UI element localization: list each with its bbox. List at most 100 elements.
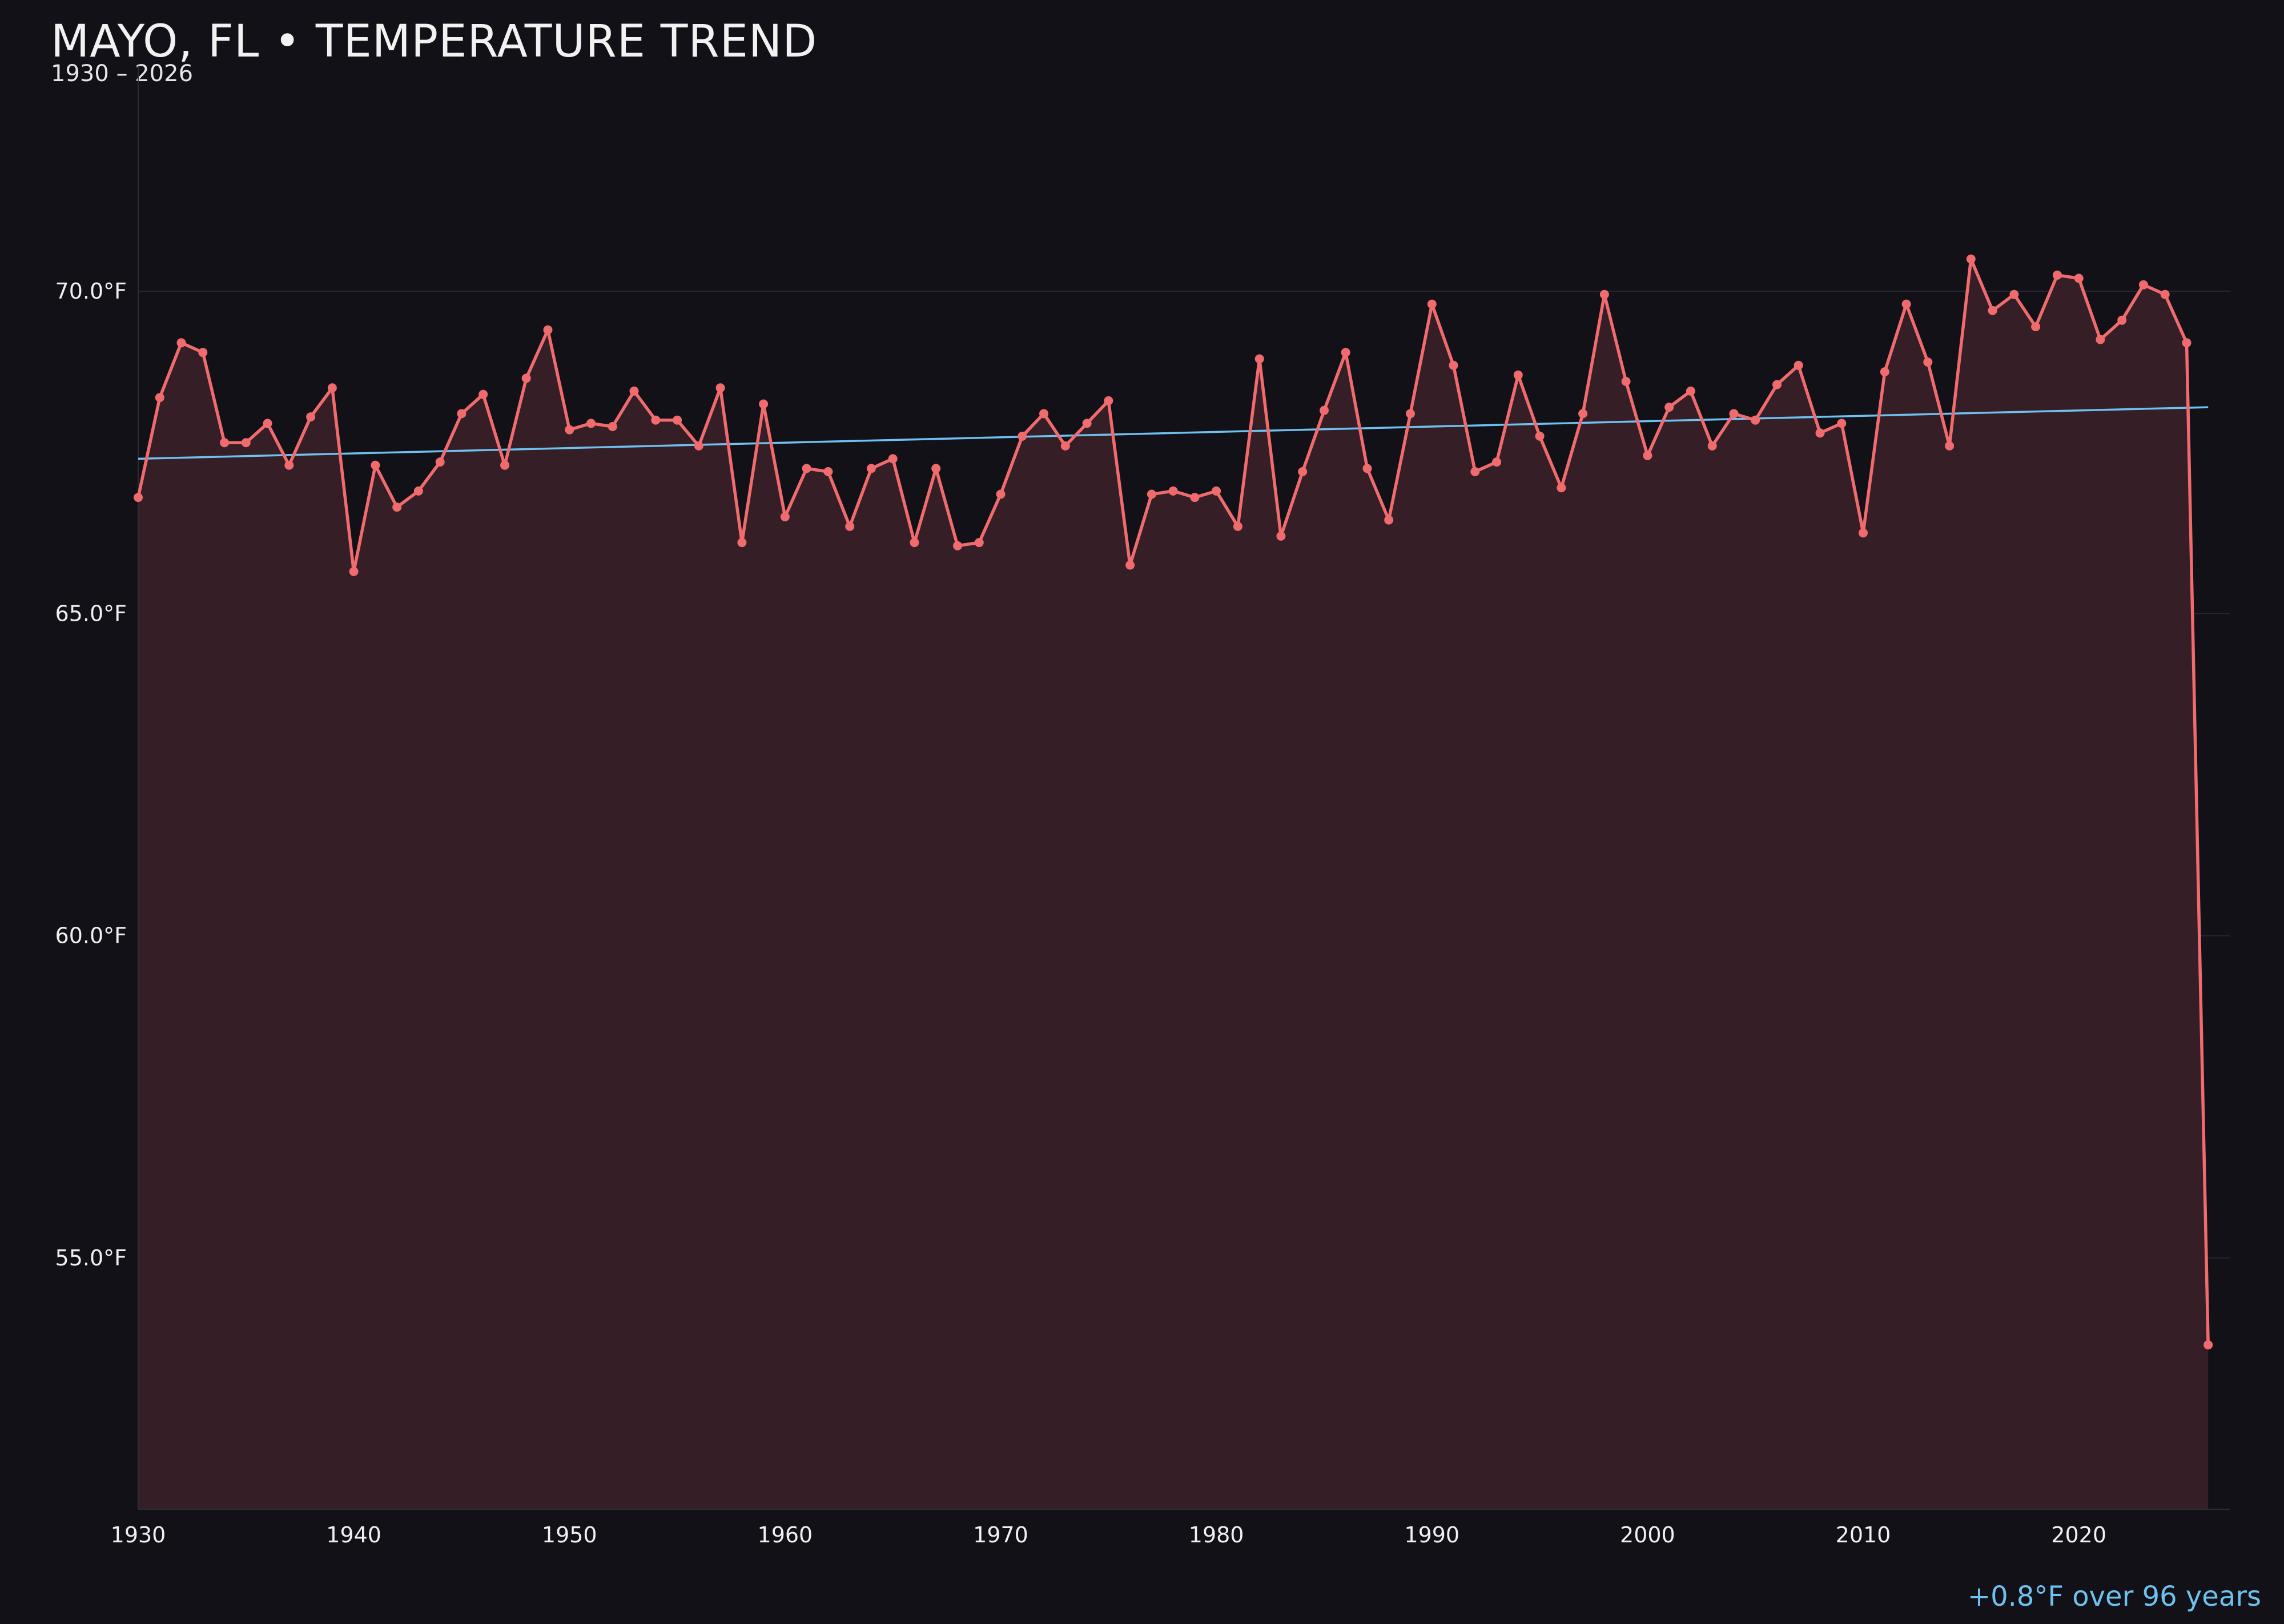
data-point-2021: [2096, 335, 2105, 344]
data-point-2024: [2160, 290, 2170, 299]
data-point-1980: [1212, 486, 1221, 496]
data-point-1983: [1276, 531, 1286, 541]
data-point-1993: [1492, 457, 1502, 467]
data-point-2008: [1815, 428, 1825, 438]
x-tick-label: 2020: [2051, 1522, 2106, 1547]
data-point-1934: [220, 438, 230, 448]
data-point-1998: [1599, 290, 1609, 299]
data-point-2006: [1772, 380, 1782, 389]
axes: [138, 66, 2230, 1510]
data-point-2002: [1686, 386, 1695, 396]
data-point-1989: [1406, 409, 1415, 419]
data-point-1951: [586, 419, 596, 428]
x-tick-label: 2010: [1836, 1522, 1891, 1547]
data-point-2025: [2182, 338, 2191, 348]
y-tick-label: 65.0°F: [55, 601, 127, 626]
data-point-2014: [1945, 441, 1955, 451]
data-point-2004: [1729, 409, 1739, 419]
data-point-1947: [500, 460, 509, 470]
data-point-1936: [263, 419, 272, 428]
x-tick-label: 1980: [1189, 1522, 1244, 1547]
data-point-1996: [1557, 483, 1566, 493]
y-tick-label: 55.0°F: [55, 1245, 127, 1271]
data-point-1944: [435, 457, 445, 467]
data-point-1933: [198, 348, 208, 357]
data-point-1945: [457, 409, 467, 419]
x-tick-label: 1970: [973, 1522, 1028, 1547]
data-point-1976: [1125, 560, 1135, 570]
data-point-2012: [1901, 299, 1911, 309]
trend-line: [138, 406, 2209, 460]
x-tick-label: 1960: [758, 1522, 813, 1547]
data-point-1986: [1341, 348, 1350, 357]
data-point-1931: [155, 393, 164, 403]
data-point-1957: [715, 383, 725, 393]
data-point-1946: [478, 389, 488, 399]
data-point-1958: [737, 538, 747, 548]
data-point-1950: [565, 425, 574, 435]
x-tick-label: 1940: [326, 1522, 381, 1547]
data-point-2020: [2074, 274, 2084, 283]
data-point-1997: [1578, 409, 1588, 419]
data-point-1930: [134, 493, 143, 503]
data-point-1974: [1082, 419, 1092, 428]
data-point-1992: [1470, 467, 1480, 476]
data-point-1973: [1060, 441, 1070, 451]
x-tick-label: 1930: [111, 1522, 166, 1547]
y-tick-labels: 55.0°F 60.0°F 65.0°F 70.0°F: [55, 279, 127, 1271]
data-point-1948: [521, 373, 531, 383]
y-tick-label: 70.0°F: [55, 279, 127, 304]
data-point-1964: [866, 464, 876, 473]
data-point-1995: [1535, 431, 1545, 441]
data-point-2013: [1923, 357, 1933, 367]
data-point-1953: [629, 386, 639, 396]
data-point-1999: [1621, 377, 1631, 386]
data-point-1994: [1513, 370, 1523, 380]
data-point-2009: [1837, 419, 1847, 428]
data-point-1963: [845, 521, 855, 531]
data-point-1937: [284, 460, 294, 470]
data-point-1961: [802, 464, 811, 473]
temperature-area-fill: [138, 259, 2209, 1509]
y-tick-label: 60.0°F: [55, 923, 127, 948]
chart-title: MAYO, FL • TEMPERATURE TREND: [51, 16, 818, 67]
data-point-1967: [931, 464, 941, 473]
data-point-2001: [1664, 403, 1674, 412]
data-point-1981: [1233, 521, 1242, 531]
data-point-1965: [888, 454, 898, 464]
data-point-1968: [953, 541, 962, 550]
data-point-1941: [371, 460, 380, 470]
data-point-1932: [176, 338, 186, 348]
data-point-1971: [1018, 431, 1027, 441]
data-point-2016: [1988, 305, 1997, 315]
data-point-2023: [2138, 280, 2148, 290]
data-point-1987: [1362, 464, 1372, 473]
data-point-1959: [759, 399, 769, 409]
data-point-2000: [1643, 451, 1652, 460]
trend-annotation: +0.8°F over 96 years: [1967, 1581, 2261, 1613]
data-point-2026: [2203, 1340, 2213, 1350]
data-point-2019: [2052, 270, 2062, 280]
data-point-1938: [306, 412, 316, 422]
trend-line-layer: [138, 406, 2209, 460]
data-point-1949: [543, 325, 553, 335]
data-point-2010: [1859, 528, 1868, 538]
data-point-1970: [996, 489, 1006, 499]
data-point-2018: [2031, 322, 2041, 332]
data-point-1969: [974, 538, 984, 548]
data-point-1990: [1427, 299, 1437, 309]
data-point-1952: [608, 422, 617, 431]
x-tick-label: 2000: [1620, 1522, 1675, 1547]
data-point-1943: [413, 486, 423, 496]
data-point-1979: [1190, 493, 1200, 503]
data-point-2022: [2117, 315, 2127, 325]
data-point-1939: [327, 383, 337, 393]
x-tick-label: 1950: [542, 1522, 597, 1547]
area-fill-layer: [138, 259, 2209, 1509]
data-point-2005: [1751, 415, 1760, 425]
chart-subtitle: 1930 – 2026: [51, 61, 194, 87]
data-point-1984: [1298, 467, 1308, 476]
data-point-1978: [1168, 486, 1178, 496]
data-point-1985: [1320, 405, 1329, 415]
